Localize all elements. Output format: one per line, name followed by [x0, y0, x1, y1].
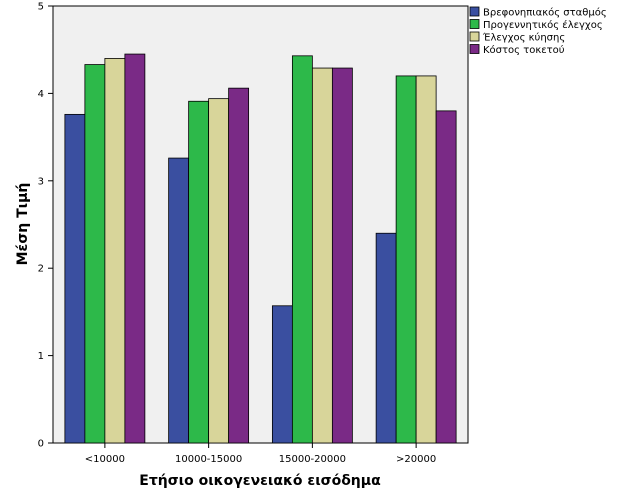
legend-label: Βρεφονηπιακός σταθμός	[483, 7, 607, 19]
y-axis-title: Μέση Τιμή	[15, 183, 31, 266]
y-tick-label: 1	[38, 351, 44, 362]
y-tick-label: 5	[38, 2, 44, 13]
bar	[124, 53, 146, 444]
legend-label: Έλεγχος κύησης	[482, 32, 565, 44]
bar	[291, 55, 313, 444]
bar	[84, 64, 106, 444]
y-tick-label: 2	[38, 264, 44, 275]
bar	[208, 98, 230, 444]
legend-swatch	[469, 44, 480, 54]
legend-label: Προγεννητικός έλεγχος	[483, 19, 603, 31]
bar	[331, 67, 353, 444]
legend-swatch	[469, 31, 480, 42]
bar	[104, 58, 126, 444]
bar	[395, 75, 417, 444]
legend-swatch	[469, 19, 480, 29]
bars-group	[64, 53, 457, 444]
x-axis: <10000 10000-15000 15000-20000 >20000	[85, 443, 436, 465]
y-axis: 0 1 2 3 4 5	[38, 2, 53, 450]
bar	[311, 67, 333, 444]
bar	[228, 87, 250, 444]
bar	[375, 232, 397, 444]
y-tick-label: 4	[38, 89, 44, 100]
y-tick-label: 0	[38, 439, 44, 450]
x-tick-label: 15000-20000	[279, 454, 346, 465]
x-tick-label: <10000	[85, 454, 125, 465]
bar	[415, 75, 437, 444]
x-axis-title: Ετήσιο οικογενειακό εισόδημα	[139, 473, 381, 489]
y-tick-label: 3	[38, 176, 44, 187]
legend-swatch	[469, 6, 480, 17]
bar	[271, 305, 293, 444]
bar	[168, 157, 190, 444]
bar	[435, 110, 457, 444]
x-tick-label: 10000-15000	[175, 454, 242, 465]
bar	[64, 113, 86, 444]
bar	[188, 100, 210, 444]
legend-label: Κόστος τοκετού	[483, 44, 565, 56]
x-tick-label: >20000	[396, 454, 436, 465]
